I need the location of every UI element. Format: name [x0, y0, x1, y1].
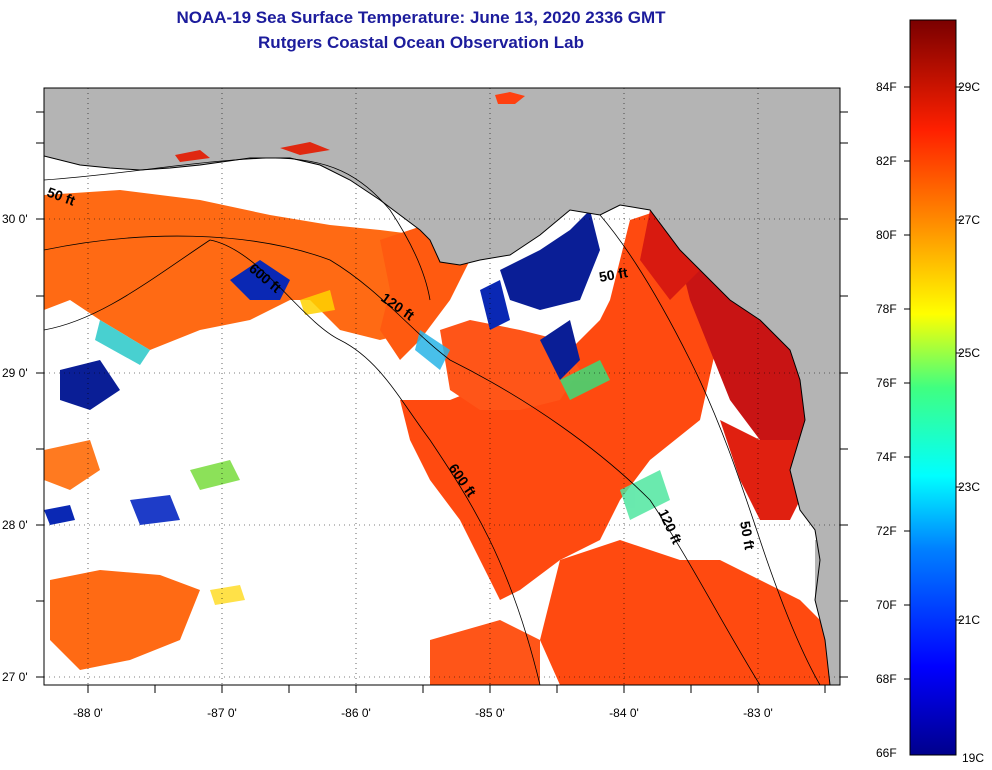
colorbar-f-label: 78F — [876, 302, 897, 316]
colorbar-f-label: 70F — [876, 598, 897, 612]
coastline — [44, 155, 831, 685]
land-mass-south — [815, 540, 840, 685]
colorbar-gradient — [909, 19, 957, 756]
lon-label: -88 0' — [73, 706, 103, 720]
lat-label: 30 0' — [2, 212, 28, 226]
map-frame — [43, 87, 841, 686]
contour-label: 50 ft — [737, 520, 758, 551]
colorbar-f-label: 74F — [876, 450, 897, 464]
title-line-1: NOAA-19 Sea Surface Temperature: June 13… — [176, 8, 666, 27]
colorbar-f-label: 84F — [876, 80, 897, 94]
axis-ticks — [36, 111, 848, 693]
land-mass — [44, 88, 840, 560]
colorbar-f-label: 80F — [876, 228, 897, 242]
inland-water-patch — [495, 92, 525, 104]
sst-map: 50 ft 600 ft 120 ft 50 ft 600 ft 120 ft … — [44, 88, 840, 685]
contour-label: 50 ft — [598, 264, 629, 285]
colorbar-f-label: 68F — [876, 672, 897, 686]
lat-label: 29 0' — [2, 366, 28, 380]
colorbar-c-label: 25C — [958, 346, 980, 360]
colorbar-c-label: 27C — [958, 213, 980, 227]
colorbar-f-label: 76F — [876, 376, 897, 390]
contour-120ft — [44, 235, 761, 685]
lon-label: -87 0' — [207, 706, 237, 720]
colorbar: 84F 82F 80F 78F 76F 74F 72F 70F 68F 66F … — [876, 19, 984, 765]
colorbar-c-label: 19C — [962, 751, 984, 765]
inland-water-patch — [280, 142, 330, 155]
colorbar-f-label: 82F — [876, 154, 897, 168]
lon-label: -83 0' — [743, 706, 773, 720]
cool-water — [44, 210, 600, 525]
contour-50ft — [44, 157, 431, 301]
title-line-2: Rutgers Coastal Ocean Observation Lab — [258, 33, 584, 52]
contour-50ft-east — [599, 214, 821, 685]
bathymetry-contours — [44, 157, 821, 685]
lon-label: -84 0' — [609, 706, 639, 720]
colorbar-c-label: 21C — [958, 613, 980, 627]
lon-label: -85 0' — [475, 706, 505, 720]
inland-water-patch — [175, 150, 210, 162]
lon-label: -86 0' — [341, 706, 371, 720]
colorbar-f-label: 66F — [876, 746, 897, 760]
colorbar-f-label: 72F — [876, 524, 897, 538]
colorbar-c-label: 23C — [958, 480, 980, 494]
colorbar-c-label: 29C — [958, 80, 980, 94]
lat-label: 27 0' — [2, 670, 28, 684]
contour-600ft — [44, 239, 541, 685]
lat-label: 28 0' — [2, 518, 28, 532]
